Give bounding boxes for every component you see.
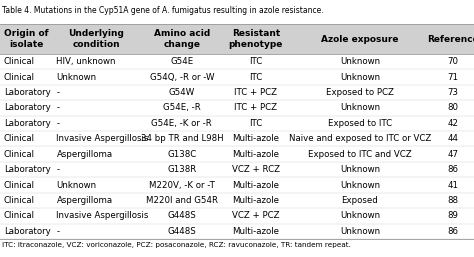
Text: Laboratory: Laboratory (4, 227, 51, 236)
Text: Underlying
condition: Underlying condition (69, 30, 125, 49)
Text: M220I and G54R: M220I and G54R (146, 196, 218, 205)
Text: 88: 88 (447, 196, 458, 205)
Text: Unknown: Unknown (340, 57, 380, 66)
Text: 89: 89 (447, 211, 458, 221)
Text: Invasive Aspergillosis: Invasive Aspergillosis (56, 134, 149, 143)
Text: Azole exposure: Azole exposure (321, 35, 399, 44)
Text: 70: 70 (447, 57, 458, 66)
Text: Clinical: Clinical (4, 196, 35, 205)
Text: G448S: G448S (167, 211, 196, 221)
Text: G54E, -K or -R: G54E, -K or -R (152, 119, 212, 128)
Text: Clinical: Clinical (4, 57, 35, 66)
Text: G138C: G138C (167, 150, 196, 159)
Text: Multi-azole: Multi-azole (232, 134, 279, 143)
Text: Clinical: Clinical (4, 211, 35, 221)
Text: ITC: ITC (249, 72, 263, 82)
Text: Laboratory: Laboratory (4, 119, 51, 128)
Text: Reference: Reference (427, 35, 474, 44)
Text: 80: 80 (447, 103, 458, 113)
Text: ITC: ITC (249, 119, 263, 128)
Bar (0, 24, 474, 54)
Text: Naive and exposed to ITC or VCZ: Naive and exposed to ITC or VCZ (289, 134, 431, 143)
Text: Clinical: Clinical (4, 180, 35, 190)
Text: Multi-azole: Multi-azole (232, 180, 279, 190)
Text: Exposed to ITC and VCZ: Exposed to ITC and VCZ (308, 150, 412, 159)
Text: 42: 42 (447, 119, 458, 128)
Text: Multi-azole: Multi-azole (232, 227, 279, 236)
Text: Amino acid
change: Amino acid change (154, 30, 210, 49)
Text: ITC + PCZ: ITC + PCZ (234, 103, 277, 113)
Text: Clinical: Clinical (4, 150, 35, 159)
Text: Multi-azole: Multi-azole (232, 150, 279, 159)
Text: 41: 41 (447, 180, 458, 190)
Text: M220V, -K or -T: M220V, -K or -T (149, 180, 215, 190)
Text: Resistant
phenotype: Resistant phenotype (228, 30, 283, 49)
Text: Aspergilloma: Aspergilloma (56, 196, 113, 205)
Text: Unknown: Unknown (56, 180, 97, 190)
Text: ITC: ITC (249, 57, 263, 66)
Text: -: - (56, 103, 60, 113)
Text: Unknown: Unknown (340, 180, 380, 190)
Text: Unknown: Unknown (340, 72, 380, 82)
Text: -: - (56, 88, 60, 97)
Text: Aspergilloma: Aspergilloma (56, 150, 113, 159)
Text: G448S: G448S (167, 227, 196, 236)
Text: 86: 86 (447, 165, 458, 174)
Text: G54E, -R: G54E, -R (163, 103, 201, 113)
Text: -: - (56, 227, 60, 236)
Text: HIV, unknown: HIV, unknown (56, 57, 116, 66)
Text: Table 4. Mutations in the Cyp51A gene of A. fumigatus resulting in azole resista: Table 4. Mutations in the Cyp51A gene of… (2, 6, 324, 15)
Text: -: - (56, 119, 60, 128)
Text: VCZ + PCZ: VCZ + PCZ (232, 211, 280, 221)
Text: Laboratory: Laboratory (4, 103, 51, 113)
Text: Origin of
isolate: Origin of isolate (4, 30, 49, 49)
Text: Clinical: Clinical (4, 72, 35, 82)
Text: G138R: G138R (167, 165, 196, 174)
Text: G54Q, -R or -W: G54Q, -R or -W (150, 72, 214, 82)
Text: 34 bp TR and L98H: 34 bp TR and L98H (140, 134, 223, 143)
Text: Unknown: Unknown (56, 72, 97, 82)
Text: G54W: G54W (169, 88, 195, 97)
Text: Unknown: Unknown (340, 103, 380, 113)
Text: G54E: G54E (170, 57, 193, 66)
Text: Laboratory: Laboratory (4, 88, 51, 97)
Text: 71: 71 (447, 72, 458, 82)
Text: ITC + PCZ: ITC + PCZ (234, 88, 277, 97)
Text: Invasive Aspergillosis: Invasive Aspergillosis (56, 211, 149, 221)
Text: VCZ + RCZ: VCZ + RCZ (232, 165, 280, 174)
Text: Unknown: Unknown (340, 227, 380, 236)
Text: Clinical: Clinical (4, 134, 35, 143)
Text: 86: 86 (447, 227, 458, 236)
Text: Exposed to PCZ: Exposed to PCZ (326, 88, 394, 97)
Text: Exposed: Exposed (341, 196, 378, 205)
Text: Multi-azole: Multi-azole (232, 196, 279, 205)
Text: 44: 44 (447, 134, 458, 143)
Text: -: - (56, 165, 60, 174)
Text: ITC: itraconazole, VCZ: voriconazole, PCZ: posaconazole, RCZ: ravuconazole, TR: : ITC: itraconazole, VCZ: voriconazole, PC… (2, 242, 351, 247)
Text: Laboratory: Laboratory (4, 165, 51, 174)
Text: Exposed to ITC: Exposed to ITC (328, 119, 392, 128)
Text: Unknown: Unknown (340, 211, 380, 221)
Text: 73: 73 (447, 88, 458, 97)
Text: Unknown: Unknown (340, 165, 380, 174)
Text: 47: 47 (447, 150, 458, 159)
